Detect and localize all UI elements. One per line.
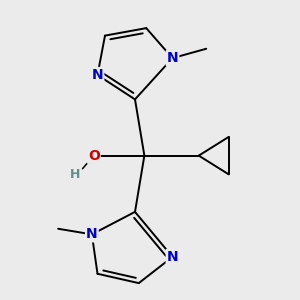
Text: N: N: [167, 250, 178, 264]
Text: N: N: [167, 51, 178, 65]
Text: N: N: [86, 227, 98, 242]
Text: N: N: [92, 68, 103, 82]
Text: H: H: [70, 168, 80, 181]
Text: O: O: [88, 148, 100, 163]
